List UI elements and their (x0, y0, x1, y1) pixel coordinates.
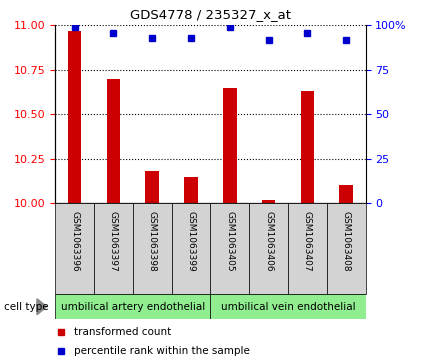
Bar (223, 87, 237, 203)
Text: GSM1063397: GSM1063397 (109, 211, 118, 271)
Bar (94, 203, 133, 294)
Text: umbilical vein endothelial: umbilical vein endothelial (221, 302, 355, 312)
Text: umbilical artery endothelial: umbilical artery endothelial (61, 302, 205, 312)
Bar (184, 176, 198, 203)
Text: GSM1063396: GSM1063396 (70, 211, 79, 271)
Bar (172, 203, 210, 294)
Title: GDS4778 / 235327_x_at: GDS4778 / 235327_x_at (130, 8, 291, 21)
Text: percentile rank within the sample: percentile rank within the sample (74, 346, 250, 356)
Text: transformed count: transformed count (74, 327, 171, 337)
Bar (262, 200, 275, 203)
Text: cell type: cell type (4, 302, 49, 312)
Text: GSM1063406: GSM1063406 (264, 211, 273, 271)
Text: GSM1063407: GSM1063407 (303, 211, 312, 271)
Bar (68, 31, 82, 203)
Bar (55, 294, 210, 319)
Bar (107, 79, 120, 203)
Bar (288, 203, 327, 294)
Text: GSM1063405: GSM1063405 (225, 211, 234, 271)
Bar (339, 185, 353, 203)
Bar (210, 203, 249, 294)
Bar (327, 203, 366, 294)
Bar (133, 203, 172, 294)
Text: GSM1063408: GSM1063408 (342, 211, 351, 271)
Bar (145, 171, 159, 203)
Bar (210, 294, 366, 319)
Text: GSM1063399: GSM1063399 (187, 211, 196, 271)
Bar (55, 203, 94, 294)
Bar (300, 91, 314, 203)
Bar (249, 203, 288, 294)
Text: GSM1063398: GSM1063398 (148, 211, 157, 271)
